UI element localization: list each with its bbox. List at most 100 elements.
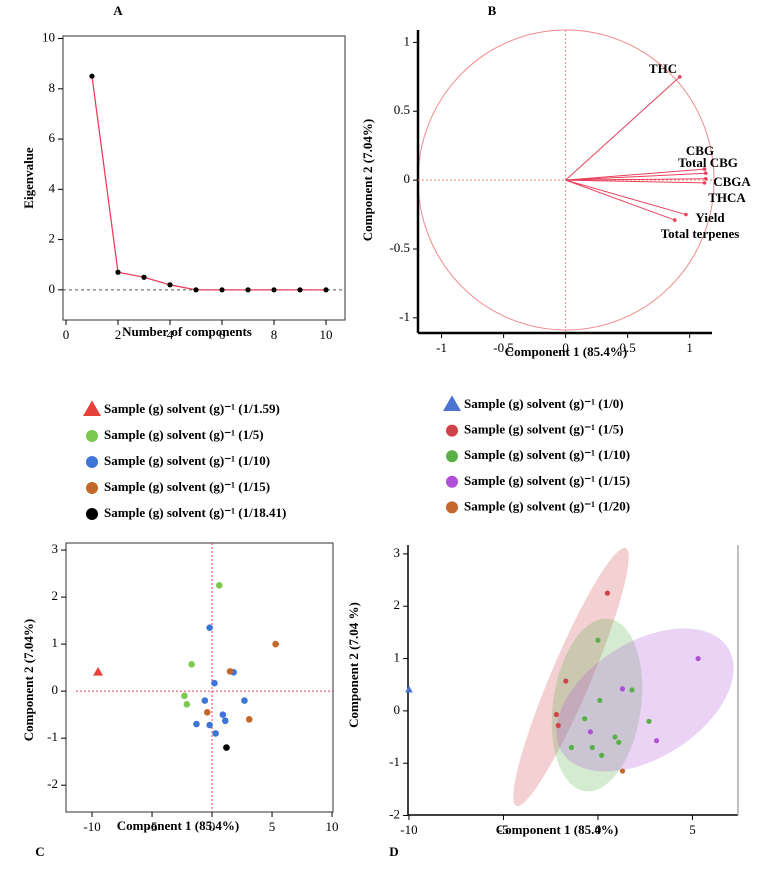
point — [223, 744, 230, 751]
y-tick-label: -0.5 — [389, 240, 410, 255]
y-tick-label: 3 — [394, 545, 401, 560]
y-tick-label: -2 — [47, 776, 58, 791]
legend-marker — [446, 450, 458, 463]
loading-label: CBG — [686, 143, 714, 158]
point — [297, 287, 303, 293]
point — [141, 274, 147, 280]
plot-frame — [62, 35, 346, 321]
y-tick-label: 8 — [49, 80, 56, 95]
legend-marker — [86, 430, 98, 442]
x-tick-label: 1 — [686, 340, 693, 355]
legend-label: Sample (g) solvent (g)⁻¹ (1/15) — [464, 473, 630, 488]
legend-marker — [86, 456, 98, 468]
y-tick-label: -2 — [389, 807, 400, 822]
point — [221, 717, 229, 725]
x-tick-label: 5 — [269, 819, 276, 834]
loading-point — [702, 167, 707, 171]
point — [587, 729, 593, 735]
point — [188, 661, 195, 668]
y-tick-label: 0 — [394, 702, 401, 717]
x-tick-label: 6 — [219, 327, 226, 342]
x-tick-label: 0 — [63, 327, 70, 342]
point — [89, 73, 95, 79]
legend-marker — [446, 501, 458, 514]
loading-point — [672, 218, 677, 222]
point — [193, 720, 200, 728]
x-tick-label: 5 — [689, 822, 696, 837]
point — [405, 685, 413, 693]
point — [629, 687, 635, 693]
y-axis-title: Component 2 (7.04%) — [21, 619, 36, 741]
scree-line — [91, 76, 327, 291]
point — [612, 734, 618, 740]
y-tick-label: -1 — [389, 754, 400, 769]
x-tick-label: -5 — [147, 819, 158, 834]
point — [563, 678, 569, 684]
y-tick-label: 6 — [49, 130, 56, 145]
y-axis-title: Component 2 (7.04 %) — [346, 602, 361, 728]
x-tick-label: -0.5 — [493, 340, 514, 355]
point — [193, 287, 199, 293]
legend-label: Sample (g) solvent (g)⁻¹ (1/18.41) — [104, 505, 286, 520]
panel-label: C — [35, 844, 44, 859]
x-tick-label: 10 — [320, 327, 333, 342]
loading-point — [703, 176, 708, 181]
point — [597, 697, 603, 704]
x-tick-label: -1 — [436, 340, 447, 355]
point — [219, 711, 227, 718]
point — [616, 739, 622, 745]
panel-label: D — [389, 844, 398, 859]
y-tick-label: 0 — [49, 281, 56, 296]
legend-label: Sample (g) solvent (g)⁻¹ (1/1.59) — [104, 401, 280, 416]
x-tick-label: 10 — [326, 819, 339, 834]
legend-marker — [86, 482, 98, 494]
loading-point — [702, 181, 707, 185]
point — [245, 287, 251, 293]
point — [271, 287, 277, 293]
x-tick-label: -5 — [498, 822, 509, 837]
loading-vector — [565, 179, 687, 216]
panel-label: A — [113, 3, 123, 18]
point — [93, 667, 103, 676]
point — [183, 701, 191, 708]
loading-label: THCA — [708, 190, 746, 205]
x-axis-title: Component 1 (85.4%) — [496, 822, 618, 837]
y-axis-title: Eigenvalue — [21, 147, 36, 209]
x-tick-label: 0 — [209, 819, 216, 834]
panel-label: B — [488, 3, 497, 18]
legend-label: Sample (g) solvent (g)⁻¹ (1/10) — [464, 447, 630, 462]
loading-vector — [565, 172, 706, 181]
y-tick-label: 3 — [52, 541, 59, 556]
x-tick-label: -10 — [83, 819, 100, 834]
loading-point — [684, 212, 688, 217]
confidence-ellipse — [551, 618, 643, 792]
point — [695, 655, 701, 662]
x-tick-label: 8 — [271, 327, 278, 342]
loading-label: CBGA — [713, 174, 751, 189]
loading-label: THC — [649, 61, 677, 76]
y-tick-label: 1 — [404, 33, 411, 48]
y-tick-label: 0 — [52, 682, 59, 697]
loading-point — [677, 75, 682, 79]
point — [241, 697, 248, 704]
y-tick-label: 1 — [394, 650, 401, 665]
x-axis-title: Number of components — [122, 324, 252, 339]
point — [619, 768, 626, 774]
point — [212, 730, 219, 737]
x-tick-label: -10 — [400, 822, 417, 837]
point — [323, 287, 329, 293]
point — [589, 744, 595, 751]
point — [201, 697, 209, 704]
point — [595, 637, 601, 643]
legend-label: Sample (g) solvent (g)⁻¹ (1/10) — [104, 453, 270, 468]
point — [619, 686, 626, 692]
point — [582, 716, 588, 722]
loading-vector — [565, 178, 706, 181]
point — [604, 590, 610, 596]
y-tick-label: -1 — [399, 309, 410, 324]
y-tick-label: -1 — [47, 729, 58, 744]
loading-label: Total terpenes — [661, 226, 740, 241]
point — [555, 722, 561, 729]
loading-label: Yield — [695, 210, 725, 225]
confidence-ellipse — [556, 628, 734, 772]
